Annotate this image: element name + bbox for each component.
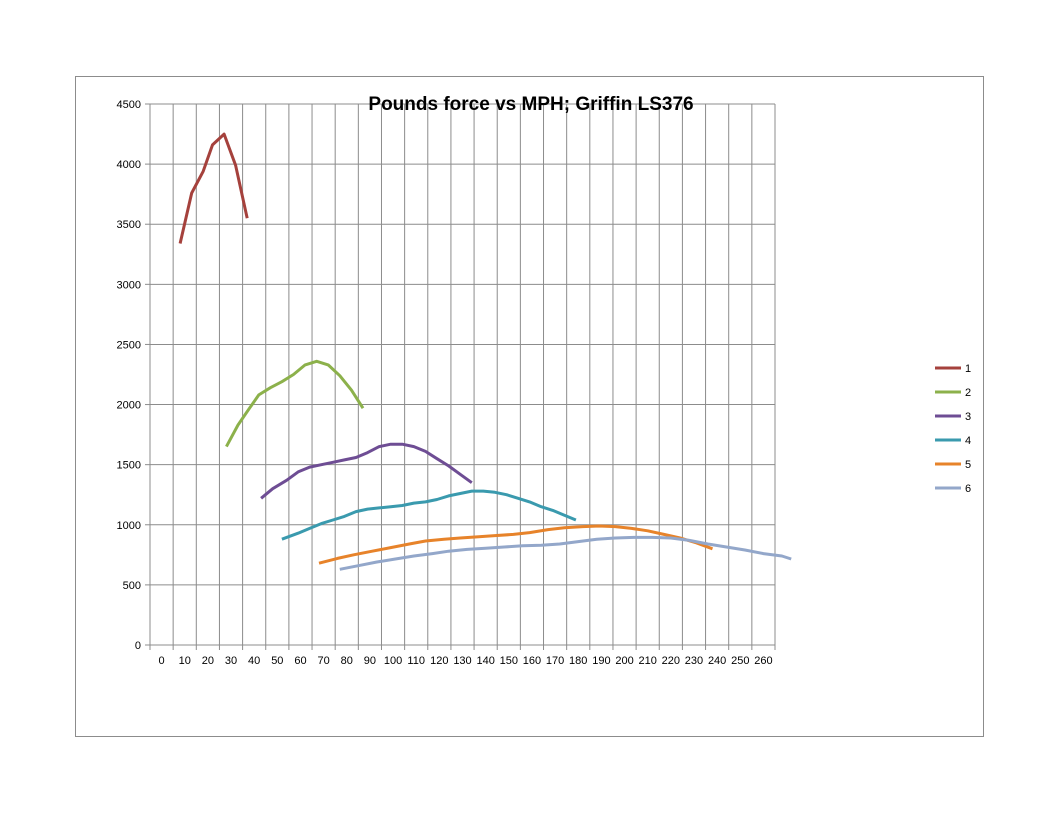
y-tick-label: 0 <box>135 640 141 652</box>
x-tick-label: 40 <box>248 655 260 667</box>
series-line-2 <box>225 359 365 448</box>
legend-label-1: 1 <box>965 363 971 375</box>
x-tick-label: 240 <box>708 655 726 667</box>
x-tick-label: 260 <box>754 655 772 667</box>
y-tick-label: 3500 <box>117 219 141 231</box>
y-tick-label: 1000 <box>117 520 141 532</box>
gridlines <box>150 103 776 646</box>
legend-label-2: 2 <box>965 387 971 399</box>
x-tick-label: 230 <box>685 655 703 667</box>
series-line-1 <box>178 132 249 244</box>
chart-title: Pounds force vs MPH; Griffin LS376 <box>368 94 693 115</box>
series-line-5 <box>318 524 714 565</box>
x-tick-label: 30 <box>225 655 237 667</box>
x-tick-label: 250 <box>731 655 749 667</box>
x-tick-label: 180 <box>569 655 587 667</box>
y-tick-label: 1500 <box>117 460 141 472</box>
x-tick-label: 130 <box>453 655 471 667</box>
x-tick-label: 110 <box>407 655 425 667</box>
x-tick-label: 220 <box>662 655 680 667</box>
chart: 0 500 1000 1500 2000 2500 3000 3500 4000 4500 0 10 2… <box>117 94 972 667</box>
axes: 0 500 1000 1500 2000 2500 3000 3500 4000 4500 0 10 2… <box>117 99 776 667</box>
y-tick-label: 4500 <box>117 99 141 111</box>
x-tick-label: 80 <box>341 655 353 667</box>
y-tick-label: 3000 <box>117 279 141 291</box>
chart-frame: 0 500 1000 1500 2000 2500 3000 3500 4000 4500 0 10 2… <box>75 76 984 737</box>
y-tick-label: 4000 <box>117 159 141 171</box>
x-tick-label: 210 <box>639 655 657 667</box>
x-tick-label: 190 <box>592 655 610 667</box>
x-tick-label: 60 <box>294 655 306 667</box>
legend-label-4: 4 <box>965 435 971 447</box>
x-tick-label: 70 <box>317 655 329 667</box>
legend-label-5: 5 <box>965 459 971 471</box>
y-tick-label: 500 <box>123 580 141 592</box>
x-tick-label: 90 <box>364 655 376 667</box>
series-line-3 <box>260 442 473 500</box>
x-tick-label: 170 <box>546 655 564 667</box>
x-tick-label: 0 <box>159 655 165 667</box>
y-tick-label: 2000 <box>117 400 141 412</box>
y-tick-label: 2500 <box>117 339 141 351</box>
legend-label-6: 6 <box>965 483 971 495</box>
x-tick-label: 100 <box>384 655 402 667</box>
series-line-6 <box>339 535 792 571</box>
x-tick-label: 20 <box>202 655 214 667</box>
x-tick-label: 200 <box>615 655 633 667</box>
x-tick-label: 10 <box>179 655 191 667</box>
legend-label-3: 3 <box>965 411 971 423</box>
x-tick-label: 120 <box>430 655 448 667</box>
x-tick-label: 160 <box>523 655 541 667</box>
series-line-4 <box>281 489 577 541</box>
x-tick-label: 150 <box>500 655 518 667</box>
x-tick-label: 140 <box>476 655 494 667</box>
x-tick-label: 50 <box>271 655 283 667</box>
legend: 1 2 3 4 5 6 <box>935 363 971 495</box>
series-lines <box>178 132 792 571</box>
